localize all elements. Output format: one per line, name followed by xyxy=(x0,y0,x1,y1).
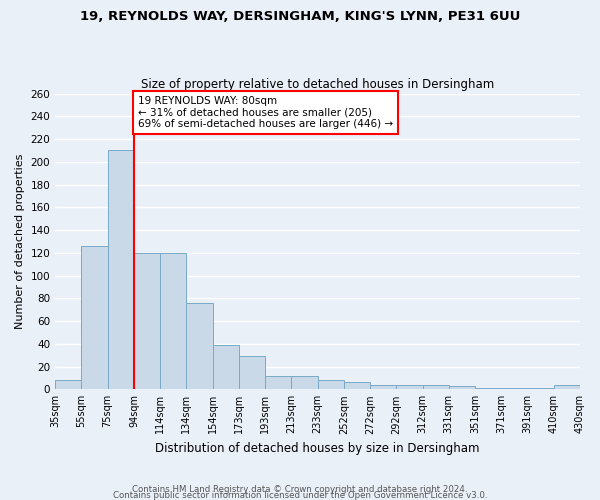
Bar xyxy=(212,345,239,390)
Bar xyxy=(527,388,554,390)
Bar xyxy=(187,303,212,390)
Bar xyxy=(397,385,422,390)
Bar xyxy=(317,380,344,390)
Text: 19, REYNOLDS WAY, DERSINGHAM, KING'S LYNN, PE31 6UU: 19, REYNOLDS WAY, DERSINGHAM, KING'S LYN… xyxy=(80,10,520,23)
Bar xyxy=(449,386,475,390)
Text: 19 REYNOLDS WAY: 80sqm
← 31% of detached houses are smaller (205)
69% of semi-de: 19 REYNOLDS WAY: 80sqm ← 31% of detached… xyxy=(138,96,393,129)
Bar xyxy=(475,388,501,390)
X-axis label: Distribution of detached houses by size in Dersingham: Distribution of detached houses by size … xyxy=(155,442,480,455)
Bar xyxy=(82,246,107,390)
Bar xyxy=(501,388,527,390)
Text: Contains public sector information licensed under the Open Government Licence v3: Contains public sector information licen… xyxy=(113,490,487,500)
Bar xyxy=(422,385,449,390)
Bar xyxy=(55,380,82,390)
Bar xyxy=(160,253,187,390)
Text: Contains HM Land Registry data © Crown copyright and database right 2024.: Contains HM Land Registry data © Crown c… xyxy=(132,484,468,494)
Title: Size of property relative to detached houses in Dersingham: Size of property relative to detached ho… xyxy=(141,78,494,91)
Bar xyxy=(344,382,370,390)
Bar xyxy=(134,253,160,390)
Bar xyxy=(554,385,580,390)
Bar xyxy=(107,150,134,390)
Y-axis label: Number of detached properties: Number of detached properties xyxy=(15,154,25,329)
Bar xyxy=(239,356,265,390)
Bar xyxy=(370,385,397,390)
Bar xyxy=(292,376,317,390)
Bar xyxy=(265,376,292,390)
